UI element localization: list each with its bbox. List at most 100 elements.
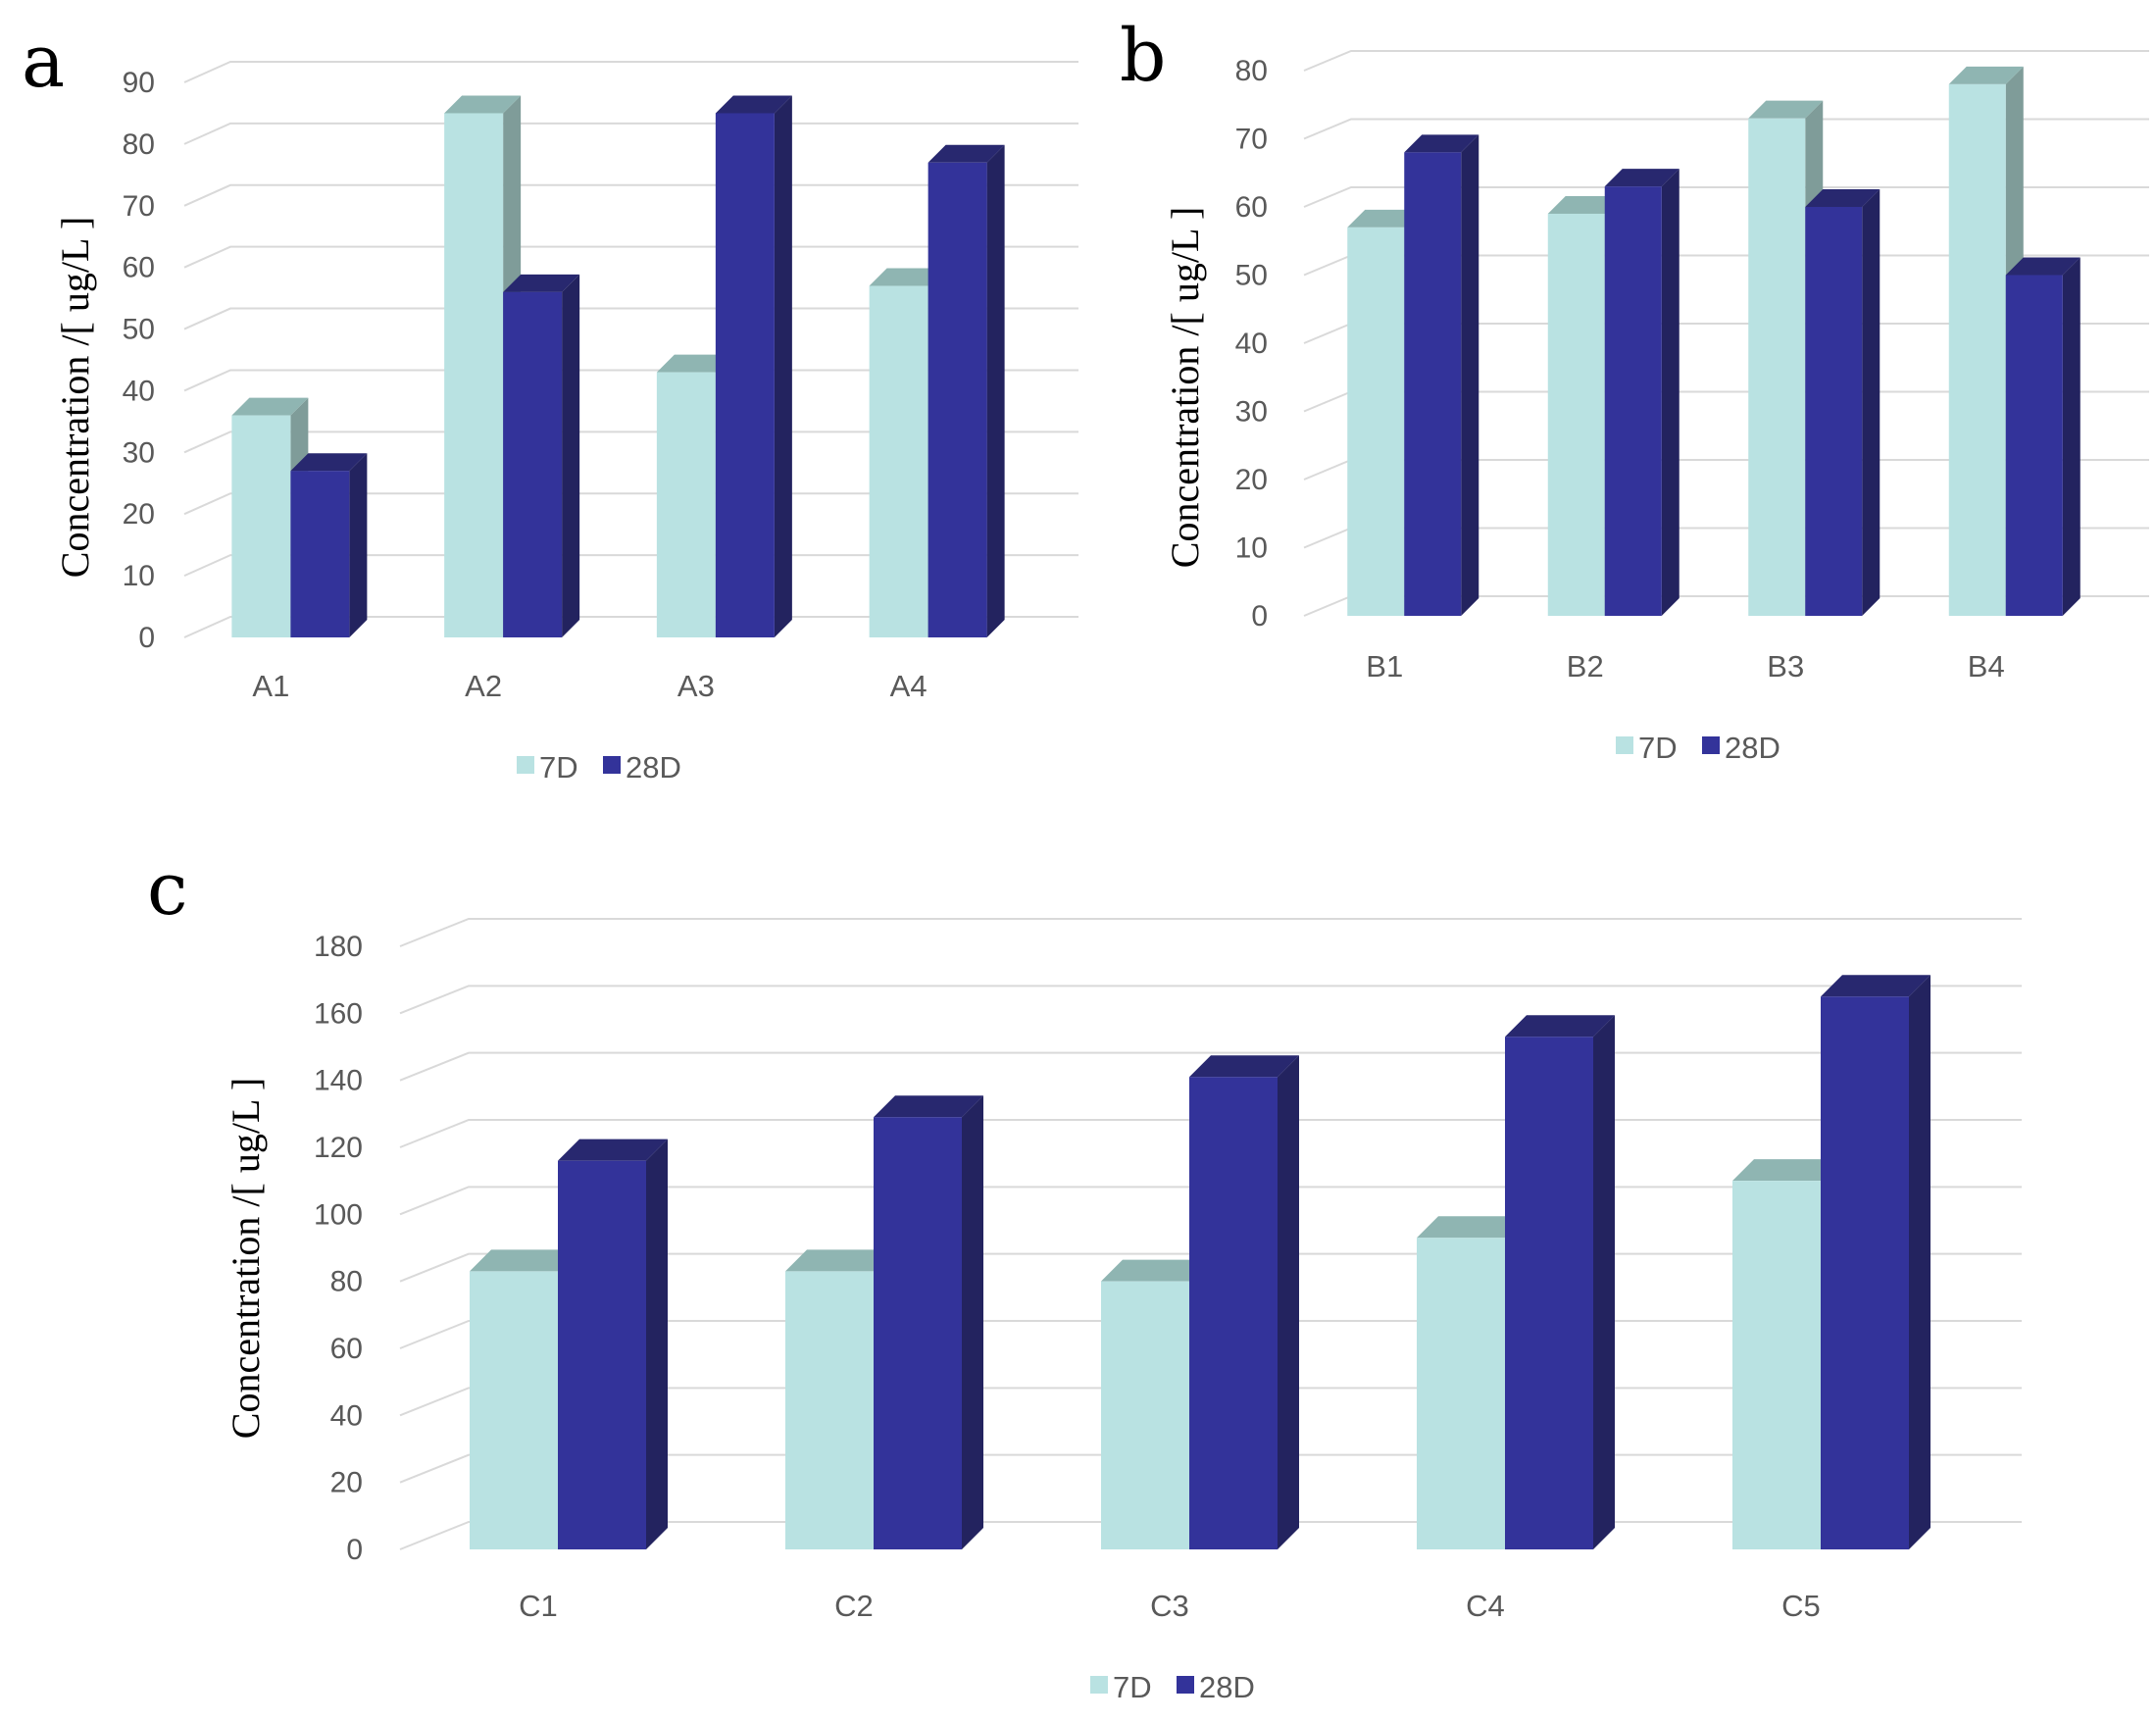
bar-top: [1347, 209, 1423, 228]
gridline: [183, 183, 1078, 207]
bar-side: [962, 1095, 983, 1549]
y-tick-label: 20: [123, 498, 155, 531]
y-tick-label: 20: [1235, 464, 1268, 496]
legend-swatch-7d: [1090, 1676, 1108, 1694]
x-labels-a: A1 A2 A3 A4: [252, 669, 927, 703]
bar-side: [986, 144, 1005, 637]
x-tick-label: C4: [1466, 1589, 1505, 1623]
x-tick-label: A1: [252, 669, 289, 703]
bar-top: [290, 453, 368, 472]
bar-side: [1278, 1055, 1299, 1549]
x-tick-label: B2: [1567, 649, 1604, 684]
bars-a: [231, 95, 1005, 637]
gridline: [183, 61, 1078, 83]
bar-front: [1347, 227, 1405, 616]
x-tick-label: C5: [1781, 1589, 1821, 1623]
bar-28d: [2005, 257, 2081, 616]
bar-top: [656, 354, 733, 373]
bar-28d: [1404, 134, 1479, 616]
bar-top: [1404, 134, 1479, 153]
x-tick-label: B4: [1968, 649, 2005, 684]
bar-top: [1417, 1216, 1527, 1239]
bar-front: [928, 162, 987, 637]
y-ticks-a: 0 10 20 30 40 50 60 70 80 90: [123, 67, 155, 654]
chart-panel-c: c Concentration /[ ug/L ] 0 20 40 60 80 100 12…: [147, 847, 2022, 1704]
y-tick-label: 70: [123, 190, 155, 223]
gridline: [183, 307, 1078, 330]
bar-front: [1732, 1181, 1821, 1549]
bar-top: [1948, 66, 2024, 84]
gridline: [183, 616, 1078, 638]
bar-28d: [874, 1095, 983, 1549]
y-tick-label: 80: [123, 128, 155, 161]
legend-swatch-28d: [603, 756, 621, 774]
x-tick-label: C3: [1150, 1589, 1189, 1623]
x-tick-label: A3: [677, 669, 715, 703]
y-tick-label: 10: [123, 560, 155, 592]
bar-top: [444, 95, 522, 114]
legend-label-28d: 28D: [1199, 1670, 1255, 1704]
bar-28d: [1805, 189, 1880, 616]
bar-7d: [1948, 66, 2024, 616]
bar-28d: [503, 274, 580, 637]
y-ticks-c: 0 20 40 60 80 100 120 140 160 180: [314, 931, 363, 1566]
bar-side: [562, 274, 580, 637]
bar-side: [2062, 257, 2081, 616]
legend-label-28d: 28D: [626, 750, 681, 785]
bar-top: [1805, 189, 1880, 207]
panel-label-a: a: [22, 20, 65, 104]
bar-top: [785, 1249, 895, 1272]
bar-front: [1404, 152, 1462, 616]
y-tick-label: 0: [1251, 600, 1268, 633]
panel-label-c: c: [147, 847, 187, 932]
legend-a: 7D 28D: [517, 750, 681, 785]
y-axis-title-b: Concentration /[ ug/L ]: [1163, 207, 1207, 568]
bar-front: [1948, 83, 2006, 616]
bar-28d: [928, 144, 1005, 637]
chart-panel-b: b Concentration /[ ug/L ] 0 10 20 30 40 50 60 7…: [1120, 14, 2149, 765]
gridline: [183, 554, 1078, 578]
y-tick-label: 40: [1235, 328, 1268, 360]
bar-28d: [715, 95, 792, 637]
bar-front: [444, 113, 504, 637]
bar-front: [715, 113, 775, 637]
bar-28d: [1604, 169, 1680, 616]
bar-front: [1805, 207, 1863, 616]
x-tick-label: B3: [1767, 649, 1804, 684]
bar-front: [1604, 186, 1662, 616]
bar-front: [656, 372, 716, 637]
x-labels-c: C1 C2 C3 C4 C5: [519, 1589, 1821, 1623]
bar-28d: [290, 453, 368, 637]
y-ticks-b: 0 10 20 30 40 50 60 70 80: [1235, 55, 1268, 633]
legend-label-7d: 7D: [1638, 731, 1678, 765]
y-tick-label: 80: [330, 1266, 363, 1298]
gridline: [183, 122, 1078, 145]
legend-swatch-7d: [517, 756, 534, 774]
legend-label-28d: 28D: [1725, 731, 1780, 765]
bar-28d: [1821, 975, 1930, 1549]
bar-top: [2005, 257, 2081, 276]
bar-front: [1748, 118, 1806, 617]
bar-top: [928, 144, 1005, 163]
bar-top: [1547, 195, 1623, 214]
bar-side: [1909, 975, 1930, 1549]
bar-front: [1189, 1077, 1278, 1549]
x-tick-label: C1: [519, 1589, 558, 1623]
legend-swatch-7d: [1616, 736, 1633, 754]
bar-28d: [1189, 1055, 1299, 1549]
gridline: [183, 492, 1078, 516]
y-tick-label: 0: [138, 622, 155, 654]
bar-side: [774, 95, 792, 637]
bar-top: [503, 274, 580, 292]
gridlines-a: [183, 61, 1078, 638]
y-tick-label: 140: [314, 1065, 363, 1097]
bar-front: [231, 415, 291, 637]
legend-label-7d: 7D: [539, 750, 578, 785]
bar-front: [2005, 275, 2063, 616]
bar-side: [1461, 134, 1479, 616]
bar-top: [1101, 1259, 1211, 1282]
bar-side: [349, 453, 368, 637]
y-tick-label: 40: [123, 375, 155, 407]
gridline: [1303, 50, 2149, 72]
bar-front: [558, 1160, 646, 1549]
